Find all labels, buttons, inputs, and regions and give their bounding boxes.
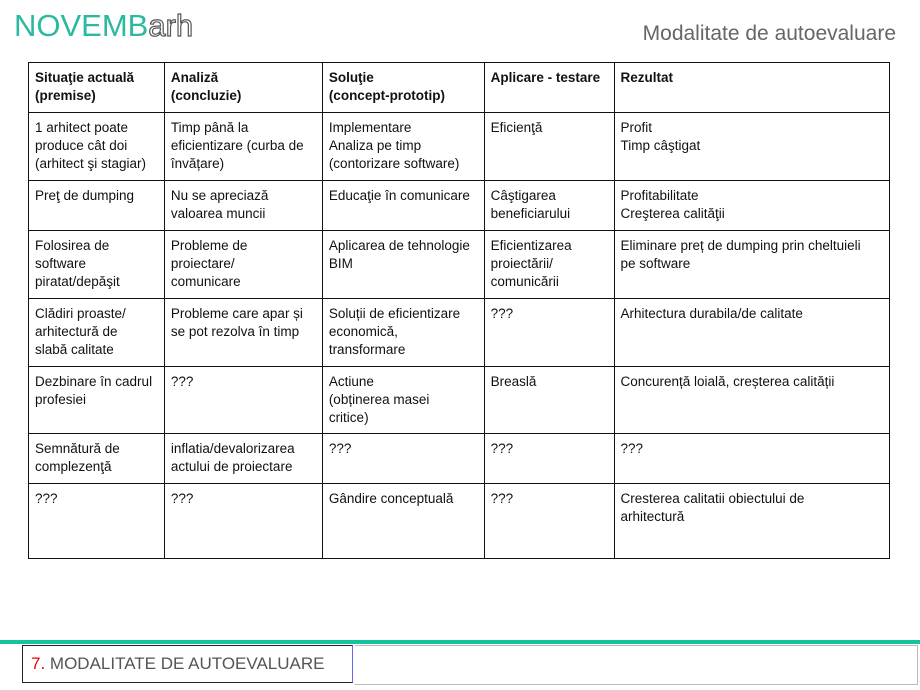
header-cell: Aplicare - testare <box>483 62 615 113</box>
table-cell: Gândire conceptuală <box>321 483 485 559</box>
table-cell: Probleme care apar și se pot rezolva în … <box>163 298 323 367</box>
table-cell: Implementare Analiza pe timp (contorizar… <box>321 112 485 181</box>
table-cell: Cresterea calitatii obiectului de arhite… <box>613 483 890 559</box>
table-cell: ??? <box>321 433 485 484</box>
table-cell: ??? <box>163 366 323 434</box>
table-cell: Nu se apreciază valoarea muncii <box>163 180 323 231</box>
table-header-row: Situaţie actuală (premise) Analiză (concl… <box>28 62 890 113</box>
table-cell: 1 arhitect poate produce cât doi (arhite… <box>28 112 165 181</box>
table-cell: inflatia/devalorizarea actului de proiec… <box>163 433 323 484</box>
footer-section-label: 7. MODALITATE DE AUTOEVALUARE <box>22 645 353 683</box>
table-row: 1 arhitect poate produce cât doi (arhite… <box>28 112 890 181</box>
logo: NOVEMBarh <box>14 7 194 43</box>
table-cell: Timp până la eficientizare (curba de înv… <box>163 112 323 181</box>
table-cell: ??? <box>483 433 615 484</box>
header-cell: Rezultat <box>613 62 890 113</box>
table-cell: Profit Timp câştigat <box>613 112 890 181</box>
table-cell: ??? <box>483 298 615 367</box>
table-cell: Eficientizarea proiectării/ comunicării <box>483 230 615 299</box>
table-cell: Arhitectura durabila/de calitate <box>613 298 890 367</box>
table-cell: Breaslă <box>483 366 615 434</box>
table-cell: Eliminare preț de dumping prin cheltuiel… <box>613 230 890 299</box>
table-row: Folosirea de software piratat/depăşit Pro… <box>28 230 890 299</box>
table-row: ?????? Gândire conceptuală??? Cresterea ca… <box>28 483 890 559</box>
accent-bar <box>0 640 920 644</box>
table-cell: Eficienţă <box>483 112 615 181</box>
evaluation-table: Situaţie actuală (premise) Analiză (concl… <box>28 62 890 559</box>
table-cell: ??? <box>163 483 323 559</box>
table-cell: Clădiri proaste/ arhitectură de slabă ca… <box>28 298 165 367</box>
header-cell: Situaţie actuală (premise) <box>28 62 165 113</box>
table-row: Semnătură de complezenţă inflatia/devalor… <box>28 433 890 484</box>
table-cell: ??? <box>483 483 615 559</box>
table-cell: Probleme de proiectare/ comunicare <box>163 230 323 299</box>
header-cell: Analiză (concluzie) <box>163 62 323 113</box>
table-row: Preţ de dumping Nu se apreciază valoarea … <box>28 180 890 231</box>
table-cell: Preţ de dumping <box>28 180 165 231</box>
table-cell: ??? <box>613 433 890 484</box>
table-cell: Semnătură de complezenţă <box>28 433 165 484</box>
table-cell: Dezbinare în cadrul profesiei <box>28 366 165 434</box>
table-cell: Concurență loială, creșterea calității <box>613 366 890 434</box>
footer-box <box>355 645 918 685</box>
table-cell: Folosirea de software piratat/depăşit <box>28 230 165 299</box>
table-cell: Aplicarea de tehnologie BIM <box>321 230 485 299</box>
page-title: Modalitate de autoevaluare <box>642 22 896 45</box>
table-row: Clădiri proaste/ arhitectură de slabă ca… <box>28 298 890 367</box>
table-cell: Actiune (obținerea masei critice) <box>321 366 485 434</box>
table-cell: Profitabilitate Creşterea calităţii <box>613 180 890 231</box>
table-cell: Soluții de eficientizare economică, tran… <box>321 298 485 367</box>
table-cell: Câştigarea beneficiarului <box>483 180 615 231</box>
table-row: Dezbinare în cadrul profesiei??? Actiune … <box>28 366 890 434</box>
header-cell: Soluţie (concept-prototip) <box>321 62 485 113</box>
table-cell: Educaţie în comunicare <box>321 180 485 231</box>
table-cell: ??? <box>28 483 165 559</box>
